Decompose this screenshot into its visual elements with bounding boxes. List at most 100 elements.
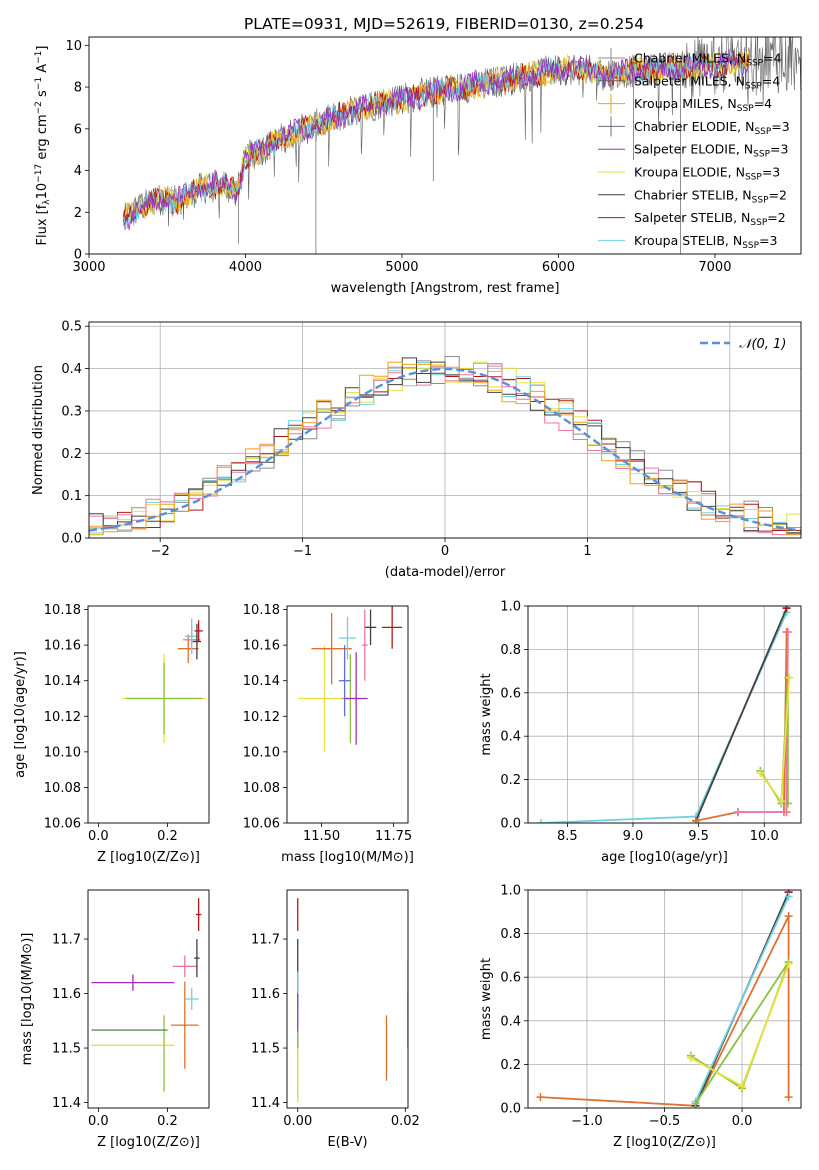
legend-entry-chabrier-miles: Chabrier MILES, NSSP=4	[634, 51, 782, 69]
weight-line	[738, 631, 789, 813]
massweight_vs_Z-xlabel: Z [log10(Z/Z⊙)]	[613, 1135, 716, 1150]
ytick-label-6: 6	[74, 122, 82, 137]
ytick-label-11-6: 11.6	[52, 987, 81, 1002]
ytick-label-0-4: 0.4	[500, 1014, 521, 1029]
mass_vs_Z-ylabel: mass [log10(M/M⊙)]	[20, 933, 35, 1066]
ytick-label-8: 8	[74, 81, 82, 96]
weight-series	[537, 608, 791, 823]
ytick-label-2: 2	[74, 206, 82, 221]
errorbar-point	[344, 652, 368, 745]
xtick-label-1: −1	[293, 544, 312, 559]
ytick-label-10-14: 10.14	[243, 674, 280, 689]
legend-text-part: SSP	[752, 195, 769, 205]
errorbar-point	[126, 662, 203, 735]
errorbar-point	[382, 606, 403, 649]
weight-line	[540, 915, 790, 1107]
legend-entry-salpeter-stelib: Salpeter STELIB, NSSP=2	[634, 210, 786, 228]
legend-text-part: Chabrier MILES, N	[634, 51, 746, 66]
xtick-label-8-5: 8.5	[557, 829, 578, 844]
legend-entry-kroupa-stelib: Kroupa STELIB, NSSP=3	[634, 233, 778, 251]
legend-text-part: =3	[771, 119, 789, 134]
legend-text-part: =3	[770, 142, 788, 157]
legend-text-part: Salpeter STELIB, N	[634, 210, 750, 225]
ytick-label-0-3: 0.3	[61, 404, 82, 419]
weight-marker	[784, 912, 793, 921]
age_vs_Z-ylabel: age [log10(age/yr)]	[13, 651, 28, 778]
errorbar-point	[177, 634, 199, 663]
ytick-label-1-0: 1.0	[500, 884, 521, 899]
age_vs_mass-frame	[286, 605, 409, 824]
massweight_vs_Z-plot	[536, 890, 793, 1108]
age_vs_mass-xlabel: mass [log10(M/M⊙)]	[281, 850, 414, 865]
xtick-label-11-50: 11.50	[303, 829, 340, 844]
massweight_vs_age-xlabel: age [log10(age/yr)]	[601, 850, 728, 865]
age_vs_Z-xlabel: Z [log10(Z/Z⊙)]	[97, 850, 200, 865]
legend-text-part: Chabrier ELODIE, N	[634, 119, 754, 134]
ytick-label-10-06: 10.06	[243, 817, 280, 832]
age_vs_Z-plot	[122, 618, 206, 743]
mass_vs_ebv-frame	[286, 889, 409, 1109]
legend-text-part: Salpeter MILES, N	[634, 73, 745, 88]
errorbar-point	[338, 616, 357, 660]
weight-marker	[783, 628, 792, 637]
ylabel-part: s	[35, 90, 50, 101]
ytick-label-11-5: 11.5	[251, 1042, 280, 1057]
ytick-label-10-14: 10.14	[44, 674, 81, 689]
xtick-label-0-00: 0.00	[283, 1114, 312, 1129]
xtick-label-7000: 7000	[698, 260, 731, 275]
ytick-label-10-08: 10.08	[243, 781, 280, 796]
massweight_vs_age-axes: 8.5 9.0 9.5 10.0 0.0 0.2 0.4 0.6 0.8 1.0 age [log1…	[479, 600, 801, 865]
errorbar-point	[361, 609, 368, 681]
ylabel-part: erg cm	[35, 114, 50, 163]
legend-text-part: SSP	[753, 150, 770, 160]
spectrum-frame	[88, 36, 802, 255]
errorbar-point	[194, 620, 203, 642]
ytick-label-11-5: 11.5	[52, 1042, 81, 1057]
ytick-label-0-2: 0.2	[500, 773, 521, 788]
legend-text-part: SSP	[745, 173, 762, 183]
ylabel-part: −1	[34, 77, 44, 90]
xtick-label-2: 2	[726, 544, 734, 559]
errorbar-point	[338, 645, 351, 717]
errorbar-point	[194, 939, 200, 978]
weight-marker	[782, 808, 791, 817]
spectrum-model-line	[123, 48, 750, 231]
weight-marker	[784, 892, 793, 901]
weight-marker	[785, 673, 794, 682]
weight-marker	[782, 606, 791, 613]
ylabel-part: −2	[34, 101, 44, 114]
xtick-label-5000: 5000	[385, 260, 418, 275]
ylabel-part: λ	[42, 199, 52, 205]
mass_vs_ebv-axes: 0.00 0.02 11.4 11.5 11.6 11.7 E(B-V)	[251, 933, 420, 1150]
legend-text-part: SSP	[754, 127, 771, 137]
weight-marker	[784, 960, 793, 969]
xtick-label-0: 0	[441, 544, 449, 559]
legend-text-part: =2	[769, 187, 787, 202]
weight-marker	[784, 1093, 793, 1102]
gauss-curve	[89, 367, 801, 532]
ytick-label-10-18: 10.18	[44, 603, 81, 618]
legend-text-part: SSP	[750, 218, 767, 228]
errorbar-point	[172, 955, 197, 978]
residuals-frame	[88, 321, 802, 539]
ytick-label-0: 0	[74, 248, 82, 263]
legend-text-part: =4	[763, 51, 781, 66]
ytick-label-10-12: 10.12	[243, 710, 280, 725]
ytick-label-10-10: 10.10	[44, 745, 81, 760]
legend-text-part: SSP	[737, 104, 754, 114]
legend-text-part: =2	[767, 210, 785, 225]
ytick-label-11-4: 11.4	[251, 1096, 280, 1111]
ytick-label-10-08: 10.08	[44, 781, 81, 796]
errorbar-point	[184, 988, 199, 1010]
legend-entry-salpeter-elodie: Salpeter ELODIE, NSSP=3	[634, 142, 788, 160]
legend-text-part: =4	[754, 96, 772, 111]
weight-marker	[756, 769, 765, 778]
spectrum-plot	[123, 37, 801, 254]
weight-series	[756, 673, 794, 806]
ytick-label-10-10: 10.10	[243, 745, 280, 760]
ytick-label-11-6: 11.6	[251, 987, 280, 1002]
weight-marker	[777, 797, 786, 806]
legend-text-part: SSP	[742, 241, 759, 251]
age_vs_Z-frame	[87, 605, 210, 824]
